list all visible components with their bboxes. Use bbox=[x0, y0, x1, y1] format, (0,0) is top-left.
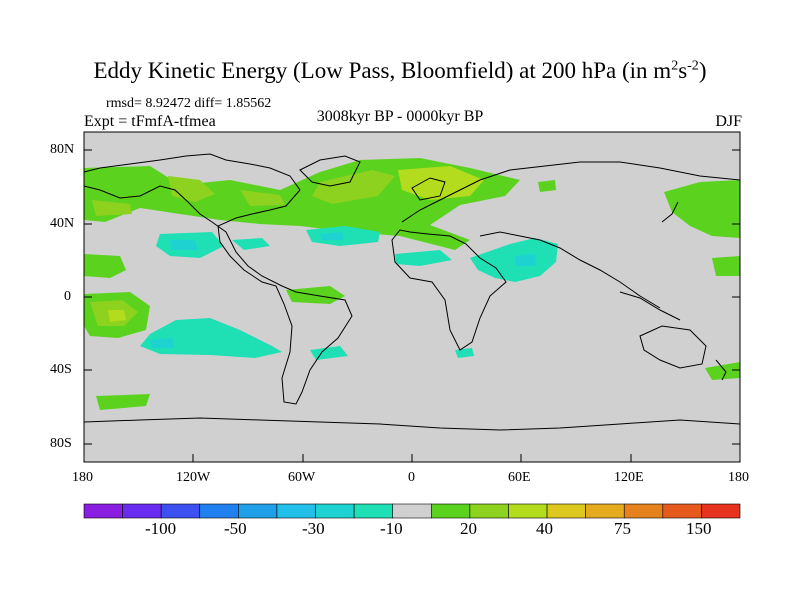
colorbar-segment bbox=[701, 503, 741, 519]
colorbar-label-minus10: -10 bbox=[380, 519, 403, 538]
colorbar-segment bbox=[122, 503, 162, 519]
lon-label-180w: 180 bbox=[72, 470, 93, 485]
colorbar-label-150: 150 bbox=[686, 519, 712, 538]
colorbar-segment bbox=[238, 503, 278, 519]
lat-label-80s: 80S bbox=[50, 436, 72, 451]
colorbar-segment bbox=[508, 503, 548, 519]
axis-ticks bbox=[84, 149, 740, 462]
experiment-label: Expt = tFmfA-tfmea bbox=[84, 113, 216, 130]
plot-title: Eddy Kinetic Energy (Low Pass, Bloomfiel… bbox=[93, 58, 707, 83]
lon-label-60w: 60W bbox=[288, 470, 316, 485]
colorbar-segment bbox=[430, 503, 471, 519]
colorbar-segment bbox=[276, 503, 316, 519]
lon-label-120w: 120W bbox=[176, 470, 211, 485]
colorbar-segment bbox=[83, 503, 123, 519]
colorbar bbox=[83, 503, 741, 519]
rmsd-diff-stats: rmsd= 8.92472 diff= 1.85562 bbox=[106, 96, 272, 111]
lat-label-0: 0 bbox=[64, 289, 71, 304]
colorbar-segment bbox=[392, 503, 432, 519]
colorbar-segment bbox=[315, 503, 355, 519]
negative-anomaly-regions bbox=[140, 226, 558, 360]
lat-label-40s: 40S bbox=[50, 362, 72, 377]
colorbar-segment bbox=[546, 503, 586, 519]
season-label: DJF bbox=[715, 113, 742, 130]
lon-label-60e: 60E bbox=[508, 470, 531, 485]
colorbar-label-minus50: -50 bbox=[224, 519, 247, 538]
colorbar-segment bbox=[199, 503, 239, 519]
lat-label-80n: 80N bbox=[50, 142, 75, 157]
lon-label-0: 0 bbox=[408, 470, 415, 485]
colorbar-label-75: 75 bbox=[614, 519, 631, 538]
lon-label-120e: 120E bbox=[614, 470, 644, 485]
colorbar-segment bbox=[160, 503, 201, 519]
colorbar-label-minus100: -100 bbox=[145, 519, 177, 538]
colorbar-segment bbox=[623, 503, 664, 519]
map-field bbox=[84, 132, 740, 462]
colorbar-label-minus30: -30 bbox=[302, 519, 325, 538]
lon-label-180e: 180 bbox=[728, 470, 749, 485]
period-label: 3008kyr BP - 0000kyr BP bbox=[316, 108, 484, 125]
colorbar-label-20: 20 bbox=[460, 519, 477, 538]
colorbar-segment bbox=[585, 503, 625, 519]
colorbar-segment bbox=[469, 503, 509, 519]
strong-positive-regions bbox=[90, 166, 484, 326]
colorbar-segment bbox=[662, 503, 702, 519]
lat-label-40n: 40N bbox=[50, 216, 75, 231]
coastlines bbox=[84, 153, 740, 431]
colorbar-segment bbox=[353, 503, 394, 519]
colorbar-label-40: 40 bbox=[536, 519, 553, 538]
